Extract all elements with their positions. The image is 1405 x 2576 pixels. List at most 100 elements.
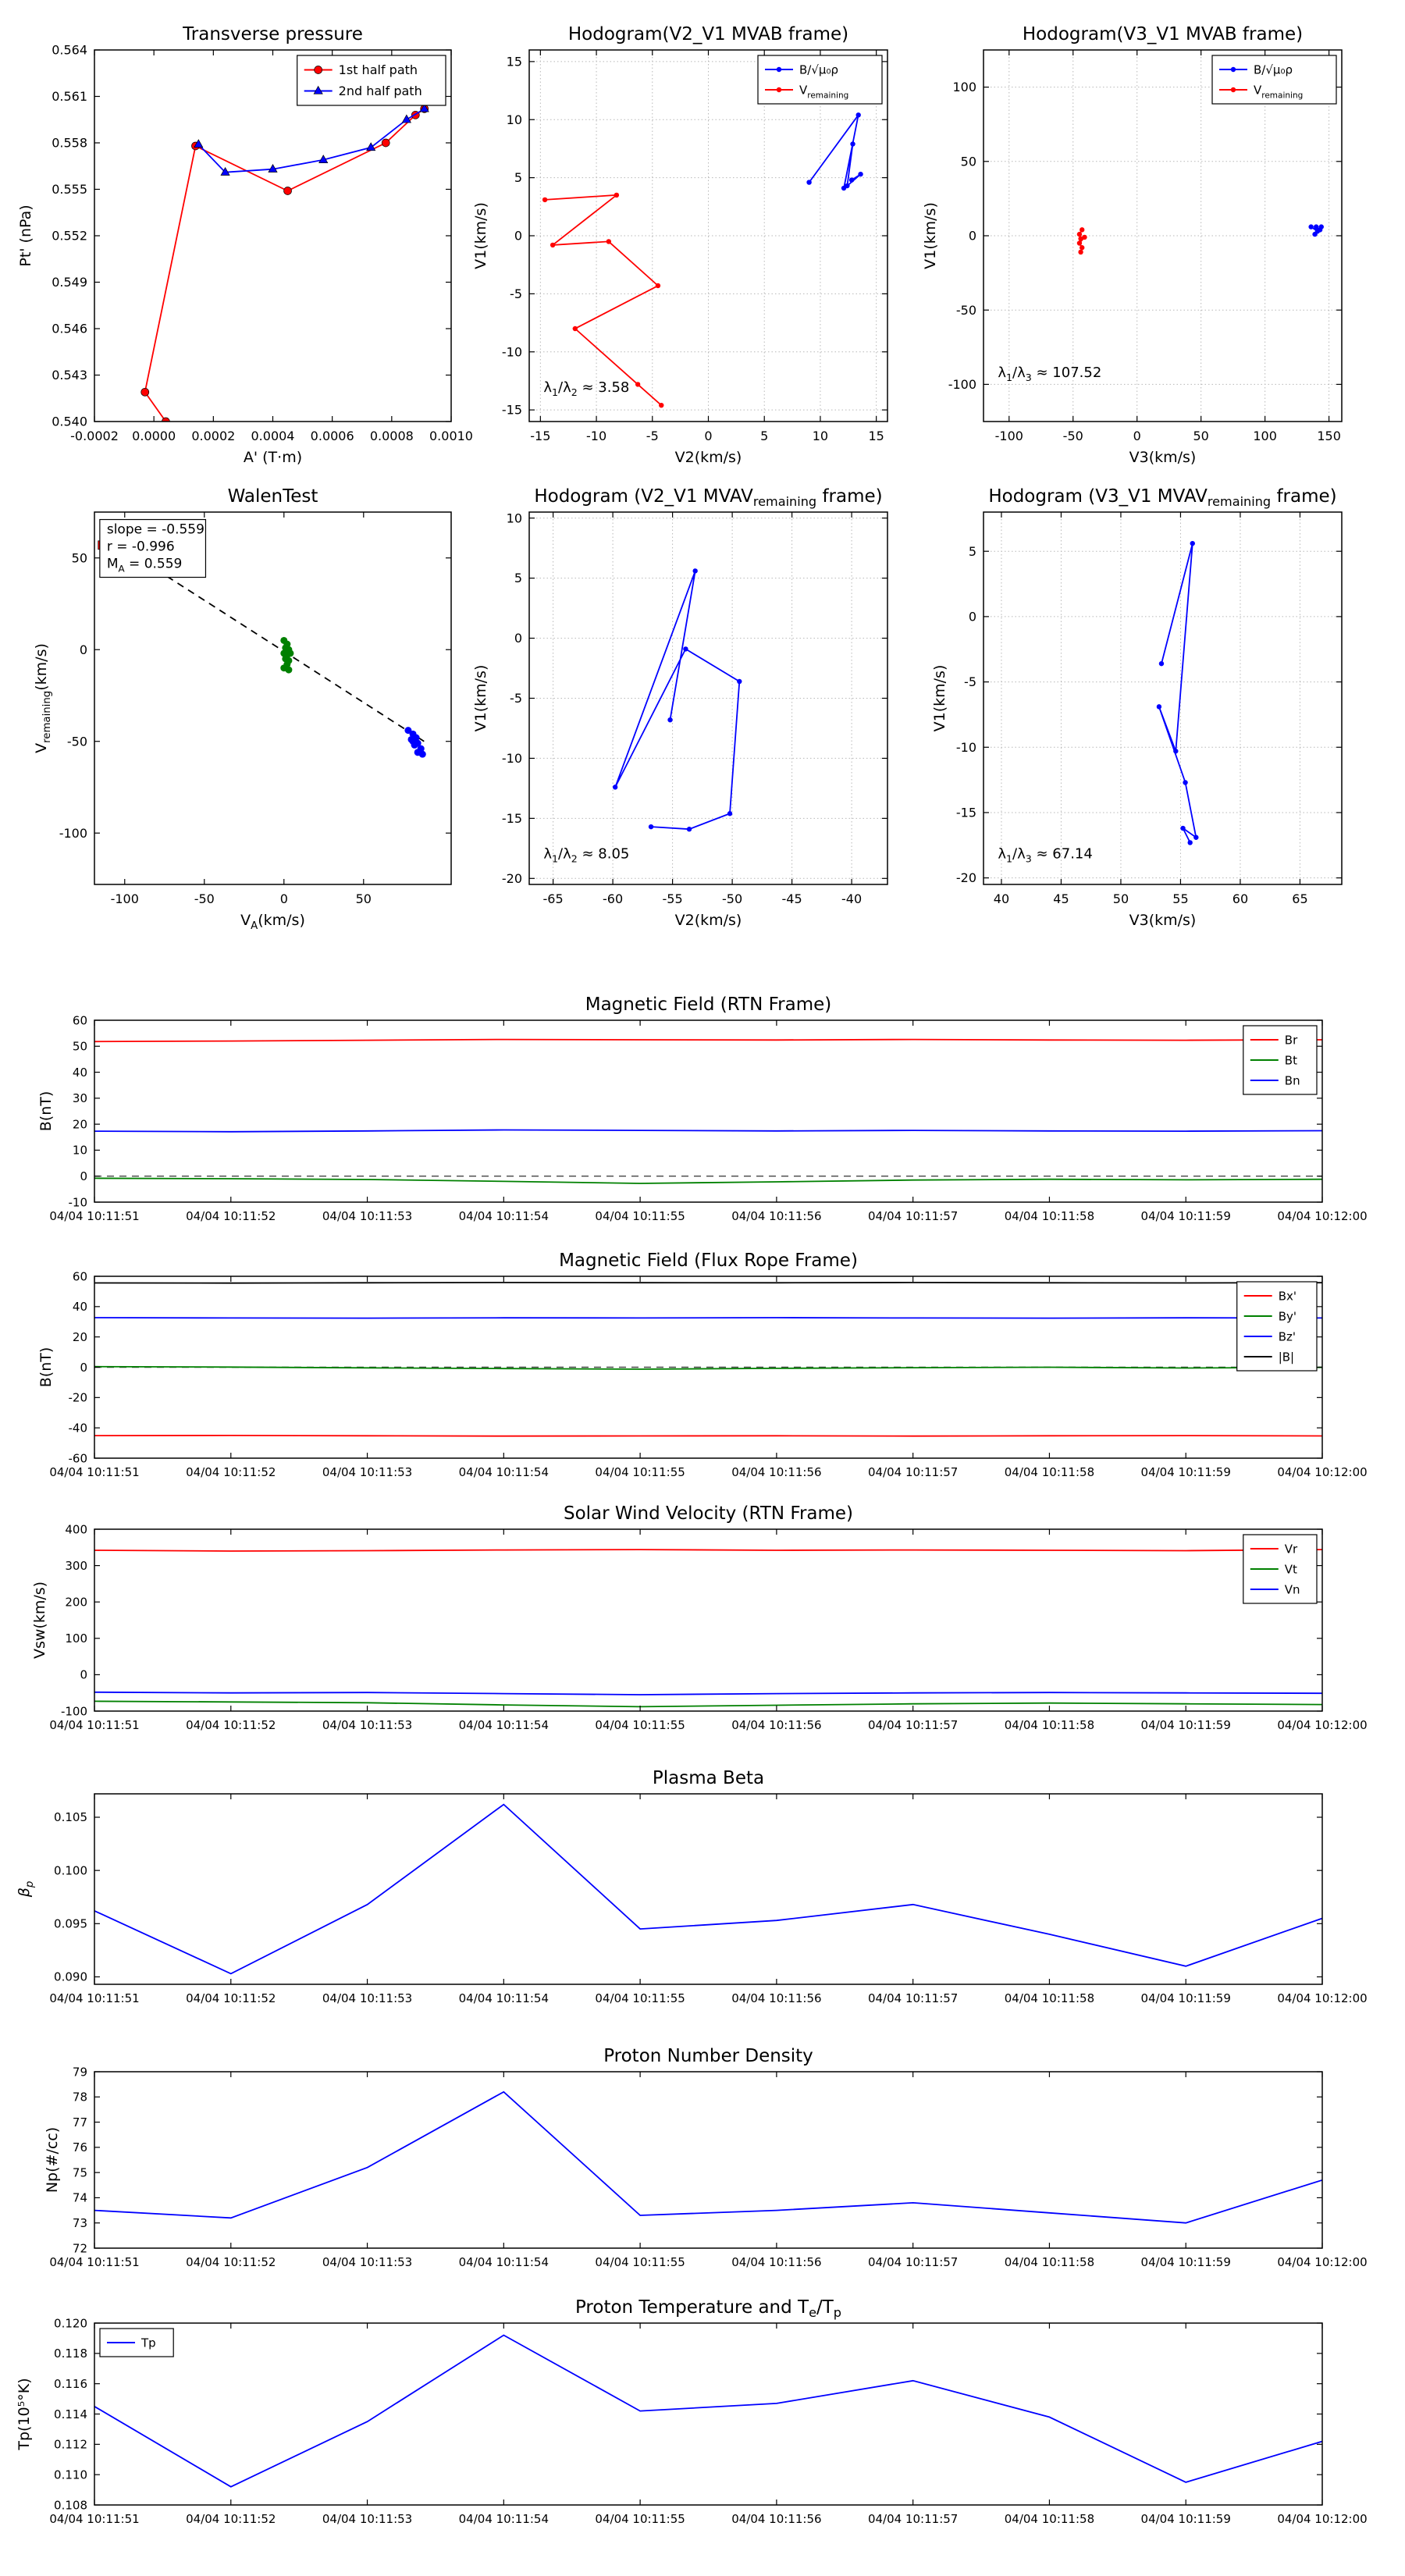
y-tick-label: -20 bbox=[502, 871, 522, 886]
stats-box bbox=[99, 518, 207, 578]
legend-label: B/√μ₀ρ bbox=[1254, 62, 1293, 76]
marker-dot bbox=[286, 649, 294, 657]
x-tick-label: 04/04 10:11:54 bbox=[459, 2512, 549, 2526]
x-tick-label: 0.0008 bbox=[370, 429, 414, 443]
axes-frame bbox=[94, 1019, 1323, 1203]
annotation: λ1/λ2 ≈ 3.58 bbox=[543, 379, 629, 398]
x-tick-label: 04/04 10:11:52 bbox=[186, 1465, 276, 1479]
x-tick-label: -65 bbox=[543, 891, 564, 906]
chart-title: Proton Temperature and Te/Tp bbox=[575, 2297, 841, 2320]
marker-dot bbox=[1183, 780, 1188, 785]
series-v-remaining bbox=[1158, 543, 1197, 843]
x-tick-label: 04/04 10:11:53 bbox=[322, 1991, 412, 2005]
marker-dot bbox=[418, 750, 426, 758]
y-tick-label: 0.540 bbox=[52, 415, 87, 429]
x-tick-label: 04/04 10:11:57 bbox=[868, 2512, 958, 2526]
y-tick-label: 50 bbox=[73, 1040, 87, 1054]
y-tick-label: -50 bbox=[956, 303, 976, 318]
marker-dot bbox=[409, 738, 417, 745]
y-tick-label: 0.090 bbox=[54, 1970, 87, 1984]
y-tick-label: -5 bbox=[510, 691, 522, 706]
x-tick-label: 04/04 10:11:52 bbox=[186, 2255, 276, 2269]
series-2nd-half-path bbox=[197, 108, 425, 173]
x-tick-label: 04/04 10:12:00 bbox=[1277, 1718, 1367, 1732]
series-bt bbox=[94, 1177, 1322, 1184]
chart-hodogram-v2v1-mvav: -65 -60 -55 -50 -45 -40-20-15-10-50510Hodogra… bbox=[472, 486, 888, 929]
x-tick-label: 45 bbox=[1053, 891, 1069, 906]
legend-box bbox=[757, 55, 883, 105]
series-group bbox=[94, 1282, 1322, 1437]
x-tick-label: 04/04 10:12:00 bbox=[1277, 2512, 1367, 2526]
chart-hodogram-v3v1-mvav: 40 45 50 55 60 65 -20 -15 -10 -5 0 5 Hodogram (V3_V1… bbox=[931, 486, 1343, 929]
y-tick-label: -50 bbox=[67, 734, 87, 749]
x-tick-label: 04/04 10:11:52 bbox=[186, 1991, 276, 2005]
marker-circle bbox=[381, 138, 390, 148]
legend-label: |B| bbox=[1279, 1350, 1294, 1364]
x-tick-label: 04/04 10:11:52 bbox=[186, 2512, 276, 2526]
legend-label: Tp bbox=[140, 2336, 156, 2350]
marker-dot bbox=[1230, 87, 1236, 93]
x-tick-label: 04/04 10:12:00 bbox=[1277, 1209, 1367, 1223]
x-tick-label: 04/04 10:11:56 bbox=[731, 1991, 821, 2005]
y-axis-label: Pt' (nPa) bbox=[17, 205, 34, 266]
x-tick-label: -10 bbox=[586, 429, 606, 443]
x-tick-label: 04/04 10:11:59 bbox=[1141, 1718, 1231, 1732]
x-axis-label: A' (T·m) bbox=[244, 449, 302, 466]
x-tick-label: 04/04 10:11:53 bbox=[322, 2512, 412, 2526]
y-tick-label: -100 bbox=[61, 1704, 87, 1718]
x-tick-label: 0 bbox=[704, 429, 712, 443]
x-tick-label: 04/04 10:12:00 bbox=[1277, 2255, 1367, 2269]
y-axis-label: V1(km/s) bbox=[472, 202, 489, 269]
x-tick-label: -0.0002 bbox=[70, 429, 119, 443]
x-tick-label: 04/04 10:11:57 bbox=[868, 1209, 958, 1223]
x-tick-label: 04/04 10:11:54 bbox=[459, 1991, 549, 2005]
series-bn bbox=[94, 1129, 1322, 1133]
x-tick-label: 04/04 10:11:55 bbox=[595, 1718, 685, 1732]
x-tick-label: 04/04 10:11:59 bbox=[1141, 2255, 1231, 2269]
series-b bbox=[808, 114, 862, 189]
marker-dot bbox=[612, 785, 618, 790]
x-tick-label: 04/04 10:11:54 bbox=[459, 1718, 549, 1732]
x-axis-label: V3(km/s) bbox=[1129, 449, 1197, 466]
marker-dot bbox=[572, 326, 578, 332]
y-tick-label: 72 bbox=[73, 2241, 87, 2255]
y-tick-label: 79 bbox=[73, 2065, 87, 2079]
marker-dot bbox=[850, 141, 855, 147]
chart-transverse-pressure: -0.0002 0.0000 0.0002 0.0004 0.0006 0.0008 0.0… bbox=[17, 24, 473, 466]
y-tick-label: 20 bbox=[73, 1330, 87, 1344]
marker-dot bbox=[686, 827, 692, 832]
x-tick-label: 04/04 10:11:58 bbox=[1005, 2255, 1094, 2269]
x-tick-label: 04/04 10:11:57 bbox=[868, 1991, 958, 2005]
series-group bbox=[612, 568, 742, 832]
x-tick-label: 04/04 10:11:54 bbox=[459, 2255, 549, 2269]
y-tick-label: 0.564 bbox=[52, 43, 87, 58]
y-tick-label: 0.100 bbox=[54, 1863, 87, 1877]
y-tick-label: -10 bbox=[69, 1195, 88, 1209]
marker-triangle bbox=[268, 164, 278, 173]
marker-dot bbox=[1076, 231, 1083, 237]
x-tick-label: 04/04 10:11:53 bbox=[322, 1718, 412, 1732]
y-tick-label: -15 bbox=[502, 403, 522, 418]
marker-dot bbox=[1158, 660, 1165, 667]
marker-dot bbox=[1156, 704, 1162, 710]
x-tick-label: 04/04 10:12:00 bbox=[1277, 1991, 1367, 2005]
x-tick-label: 04/04 10:11:51 bbox=[49, 1991, 139, 2005]
y-tick-label: 0 bbox=[514, 631, 522, 646]
marker-dot bbox=[1193, 834, 1199, 840]
y-tick-label: 20 bbox=[73, 1117, 87, 1131]
x-tick-label: 0 bbox=[280, 891, 288, 906]
series-group bbox=[94, 1803, 1322, 1975]
y-tick-label: 0.120 bbox=[54, 2316, 87, 2330]
marker-dot bbox=[1317, 227, 1323, 233]
x-tick-label: -100 bbox=[995, 429, 1023, 443]
y-axis-label: B(nT) bbox=[37, 1091, 55, 1132]
series-beta-p bbox=[94, 1803, 1322, 1975]
x-tick-label: 04/04 10:11:55 bbox=[595, 2255, 685, 2269]
x-tick-label: 150 bbox=[1317, 429, 1341, 443]
x-tick-label: 04/04 10:11:53 bbox=[322, 2255, 412, 2269]
marker-dot bbox=[614, 192, 620, 198]
series-vt bbox=[94, 1700, 1322, 1708]
series-group bbox=[1076, 224, 1324, 255]
legend-label: Vt bbox=[1285, 1562, 1297, 1576]
